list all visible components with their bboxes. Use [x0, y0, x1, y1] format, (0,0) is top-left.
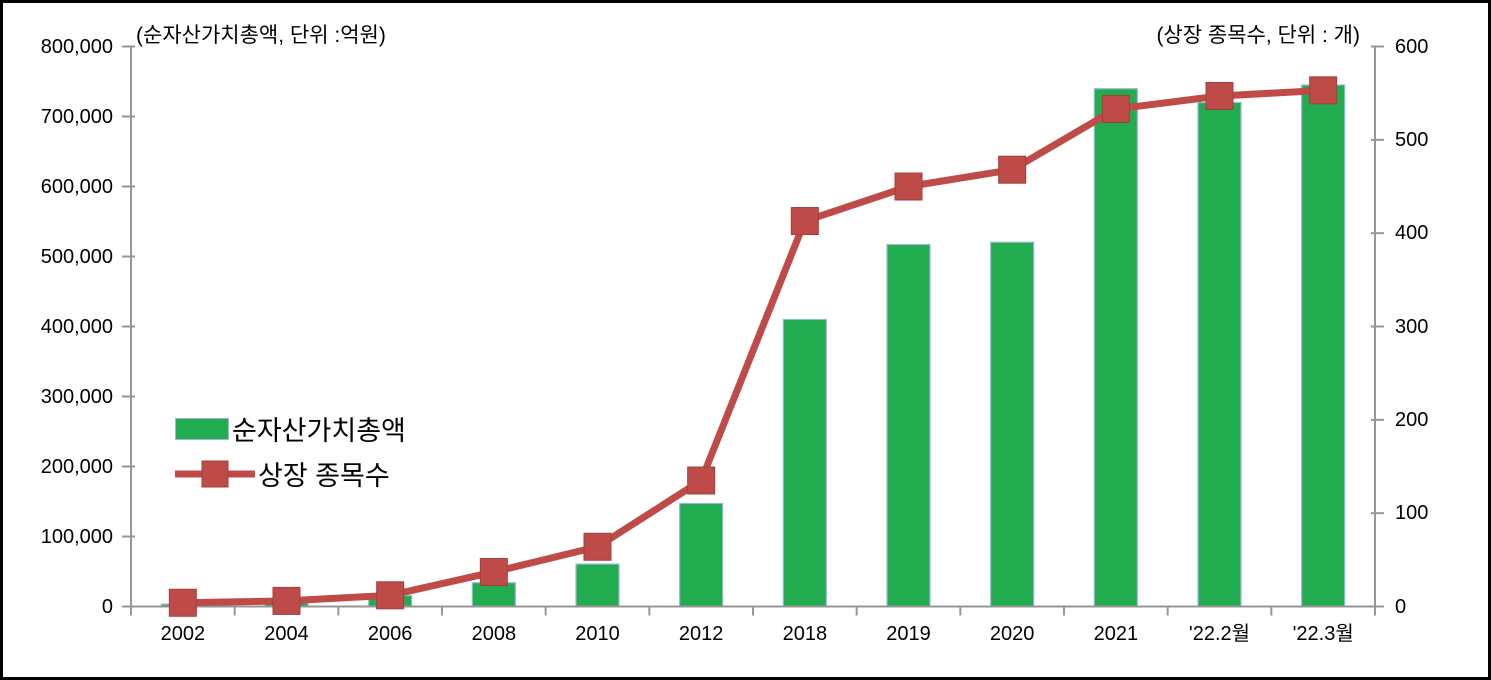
bar-2012	[679, 502, 724, 608]
bar-2018	[782, 318, 827, 608]
y-right-tick-label: 600	[1395, 35, 1429, 58]
y-right-tick-label: 300	[1395, 315, 1429, 338]
bar-series-swatch	[175, 417, 229, 440]
x-category-label: 2018	[782, 623, 828, 645]
line-marker-2021	[1101, 95, 1130, 124]
x-category-label: '22.2월	[1188, 623, 1251, 645]
line-marker-2004	[272, 586, 301, 615]
bar-2021	[1093, 88, 1138, 608]
line-marker-'22.3월	[1309, 76, 1338, 105]
line-marker-2020	[998, 155, 1027, 184]
x-category-label: 2012	[678, 623, 724, 645]
y-left-tick-label: 300,000	[40, 385, 113, 408]
legend-item-bar: 순자산가치총액	[175, 406, 406, 451]
x-category-label: 2019	[886, 623, 931, 645]
y-right-tick-label: 500	[1395, 128, 1429, 151]
y-right-tick-label: 100	[1395, 502, 1429, 525]
legend-label-bar: 순자산가치총액	[232, 416, 406, 446]
y-left-tick-label: 600,000	[40, 175, 113, 198]
legend: 순자산가치총액 상장 종목수	[175, 406, 406, 496]
line-marker-2006	[376, 581, 405, 610]
x-category-label: 2008	[471, 623, 517, 645]
bar-'22.3월	[1301, 84, 1346, 608]
line-marker-2008	[479, 557, 508, 586]
x-category-label: 2002	[160, 623, 206, 645]
x-category-label: 2006	[367, 623, 413, 645]
line-series	[182, 86, 1324, 607]
y-left-tick-label: 200,000	[40, 455, 113, 478]
line-marker-2002	[168, 588, 197, 617]
left-axis-title: (순자산가치총액, 단위 :억원)	[136, 24, 386, 47]
x-category-label: 2010	[575, 623, 620, 645]
y-left-tick-label: 400,000	[40, 315, 113, 338]
bar-2020	[990, 241, 1035, 608]
y-right-tick-label: 400	[1395, 222, 1429, 245]
plot-area	[122, 45, 1384, 617]
legend-item-line: 상장 종목수	[175, 451, 406, 496]
legend-label-line: 상장 종목수	[258, 461, 390, 491]
x-category-label: '22.3월	[1292, 623, 1354, 645]
y-left-tick-label: 0	[101, 595, 113, 618]
y-right-tick-label: 200	[1395, 408, 1429, 431]
y-right-tick-label: 0	[1395, 595, 1407, 618]
line-marker-2018	[790, 207, 819, 236]
line-marker-2012	[687, 466, 716, 495]
line-marker-2019	[894, 172, 923, 201]
bar-2019	[886, 243, 931, 608]
y-left-tick-label: 800,000	[40, 35, 113, 58]
right-axis-title: (상장 종목수, 단위 : 개)	[1156, 24, 1360, 47]
y-left-tick-label: 700,000	[40, 105, 113, 128]
line-series-swatch	[175, 460, 255, 487]
x-category-label: 2020	[989, 623, 1035, 645]
x-category-label: 2021	[1093, 623, 1139, 645]
bar-2010	[575, 563, 620, 608]
y-left-tick-label: 500,000	[40, 245, 113, 268]
bar-2008	[471, 582, 516, 608]
line-marker-'22.2월	[1205, 81, 1234, 110]
bar-'22.2월	[1197, 101, 1242, 608]
x-category-label: 2004	[264, 623, 309, 645]
line-marker-2010	[583, 532, 612, 561]
y-left-tick-label: 100,000	[40, 525, 113, 548]
